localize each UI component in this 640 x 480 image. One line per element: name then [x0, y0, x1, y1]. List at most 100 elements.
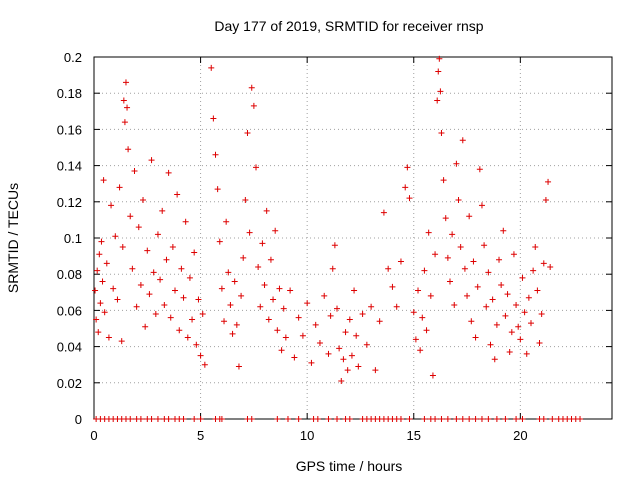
data-point [342, 329, 349, 336]
data-point [346, 416, 353, 422]
x-tick-label: 15 [407, 428, 421, 443]
data-point [182, 218, 189, 225]
data-point [472, 334, 479, 341]
data-point [231, 278, 238, 285]
data-point [513, 301, 520, 308]
data-point [331, 242, 338, 249]
data-point [372, 367, 379, 374]
data-point [336, 345, 343, 352]
data-point [99, 278, 106, 285]
y-tick-label: 0.18 [57, 86, 82, 101]
data-point [146, 291, 153, 298]
data-point [261, 282, 268, 289]
data-point [270, 296, 277, 303]
data-point [451, 301, 458, 308]
data-point [291, 354, 298, 361]
y-tick-label: 0.08 [57, 267, 82, 282]
data-point [122, 79, 129, 86]
data-point [218, 285, 225, 292]
data-point [493, 321, 500, 328]
data-point [257, 303, 264, 310]
data-point [199, 311, 206, 318]
data-point [180, 416, 187, 422]
data-point [165, 416, 172, 422]
data-point [119, 244, 126, 251]
data-point [538, 311, 545, 318]
data-point [161, 301, 168, 308]
data-point [233, 321, 240, 328]
data-point [135, 224, 142, 231]
data-point [137, 416, 144, 422]
data-point [150, 269, 157, 276]
data-point [385, 265, 392, 272]
data-point [436, 55, 443, 62]
y-tick-label: 0 [75, 412, 82, 427]
data-point [348, 352, 355, 359]
data-point [410, 309, 417, 316]
data-point [525, 294, 532, 301]
data-point [95, 329, 102, 336]
data-point [124, 104, 131, 111]
data-point [519, 274, 526, 281]
data-point [402, 184, 409, 191]
data-point [442, 215, 449, 222]
data-point [389, 283, 396, 290]
x-tick-label: 5 [197, 428, 204, 443]
data-point [468, 318, 475, 325]
data-point [116, 184, 123, 191]
data-point [446, 278, 453, 285]
data-point [314, 416, 321, 422]
data-point [455, 196, 462, 203]
data-point [191, 249, 198, 256]
data-point [263, 207, 270, 214]
x-tick-label: 0 [90, 428, 97, 443]
data-point [506, 349, 513, 356]
data-point [517, 336, 524, 343]
data-point [368, 303, 375, 310]
data-point [363, 341, 370, 348]
data-point [438, 416, 445, 422]
data-point [459, 416, 466, 422]
data-point [510, 251, 517, 258]
x-axis-label: GPS time / hours [296, 458, 403, 474]
data-point [125, 146, 132, 153]
data-point [327, 312, 334, 319]
data-point [502, 416, 509, 422]
data-point [259, 240, 266, 247]
data-point [397, 416, 404, 422]
data-point [235, 363, 242, 370]
data-point [96, 251, 103, 258]
data-point [280, 305, 287, 312]
data-point [577, 416, 584, 422]
data-point [421, 267, 428, 274]
data-point [225, 269, 232, 276]
data-point [201, 361, 208, 368]
data-point [380, 209, 387, 216]
data-point [485, 416, 492, 422]
data-point [476, 166, 483, 173]
data-point [255, 263, 262, 270]
data-point [197, 352, 204, 359]
data-point [253, 164, 260, 171]
data-point [515, 323, 522, 330]
data-point [176, 327, 183, 334]
data-point [534, 287, 541, 294]
data-point [325, 416, 332, 422]
data-point [267, 256, 274, 263]
data-point [295, 314, 302, 321]
y-tick-label: 0.02 [57, 376, 82, 391]
data-point [453, 160, 460, 167]
data-point [316, 339, 323, 346]
data-point [432, 416, 439, 422]
data-point [229, 330, 236, 337]
tick-layer: 0 0.02 0.04 0.06 0.08 0.1 0.12 0.14 0.16 0.18 0.2 0… [57, 50, 612, 443]
data-point [493, 416, 500, 422]
data-point [474, 283, 481, 290]
data-point [244, 130, 251, 137]
data-point [351, 287, 358, 294]
data-point [498, 282, 505, 289]
data-point [212, 151, 219, 158]
data-point [519, 416, 526, 422]
data-point [246, 229, 253, 236]
